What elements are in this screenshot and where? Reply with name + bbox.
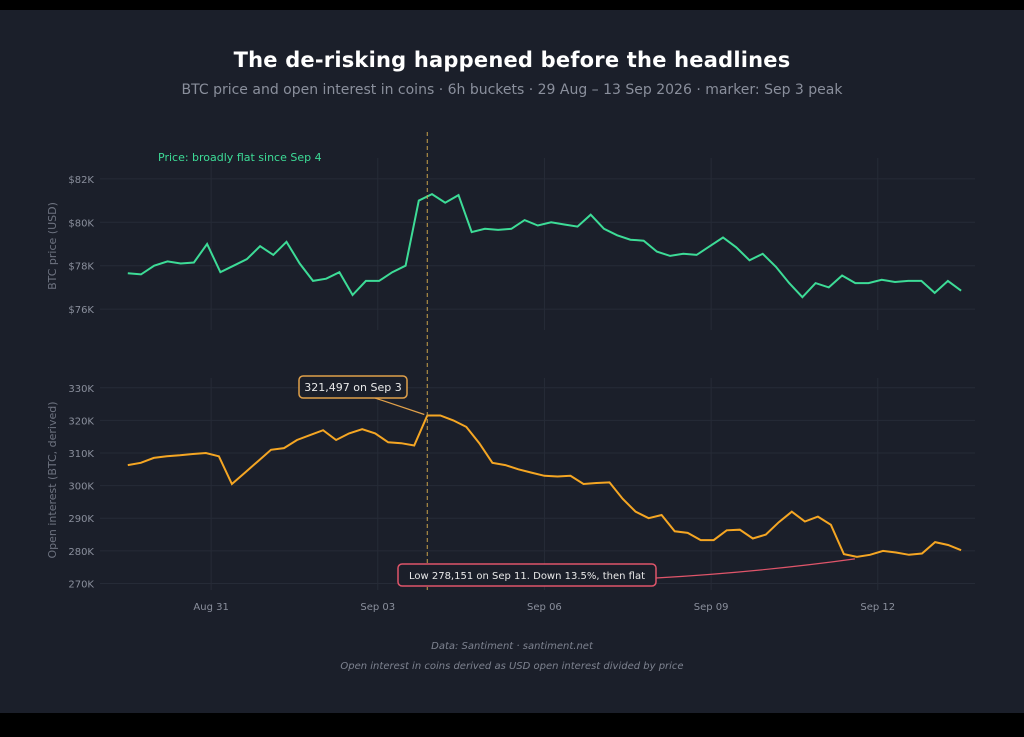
price-y-tick: $80K — [68, 218, 94, 229]
peak-annotation-box — [298, 375, 408, 399]
price-y-tick: $76K — [68, 305, 94, 316]
low-annotation-text: Low 278,151 on Sep 11. Down 13.5%, then … — [409, 571, 645, 582]
oi-y-tick: 320K — [68, 416, 94, 427]
price-y-tick: $82K — [68, 175, 94, 186]
data-source-note: Data: Santiment · santiment.net — [431, 641, 593, 652]
price-y-tick: $78K — [68, 262, 94, 273]
x-tick: Sep 03 — [360, 602, 395, 613]
open-interest-axis-label: Open interest (BTC, derived) — [46, 401, 59, 558]
x-tick: Sep 12 — [860, 602, 895, 613]
x-tick: Sep 09 — [694, 602, 729, 613]
peak-annotation-arrow — [374, 397, 425, 416]
oi-y-tick: 330K — [68, 384, 94, 395]
oi-y-tick: 300K — [68, 482, 94, 493]
price-panel: $76K $78K $80K $82K BTC price (USD) Price: … — [46, 151, 975, 330]
price-series-line — [127, 192, 962, 299]
low-annotation-arrow — [655, 558, 855, 579]
price-annotation: Price: broadly flat since Sep 4 — [158, 151, 322, 164]
oi-y-tick: 270K — [68, 579, 94, 590]
x-tick: Sep 06 — [527, 602, 562, 613]
chart-background — [0, 10, 1024, 713]
methodology-note: Open interest in coins derived as USD op… — [340, 661, 684, 672]
open-interest-series-line — [127, 414, 962, 558]
x-tick: Aug 31 — [193, 602, 228, 613]
oi-y-tick: 290K — [68, 514, 94, 525]
chart-title: The de-risking happened before the headl… — [233, 48, 791, 72]
low-annotation-box — [397, 563, 657, 587]
oi-y-tick: 310K — [68, 449, 94, 460]
chart-subtitle: BTC price and open interest in coins · 6… — [181, 82, 843, 98]
oi-y-tick: 280K — [68, 547, 94, 558]
peak-annotation-text: 321,497 on Sep 3 — [304, 381, 401, 394]
price-axis-label: BTC price (USD) — [46, 202, 59, 290]
